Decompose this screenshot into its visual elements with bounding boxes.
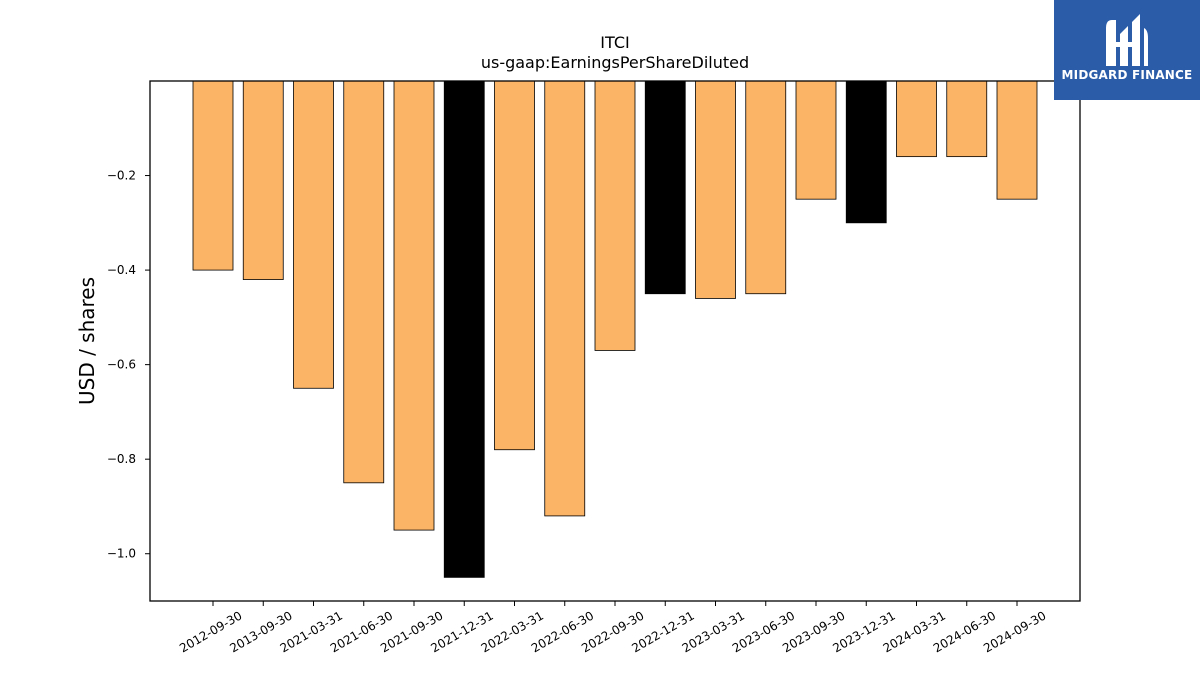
bar-2022-12-31 bbox=[644, 80, 686, 295]
bar-2024-09-30 bbox=[996, 80, 1038, 200]
bar-2023-09-30 bbox=[795, 80, 837, 200]
plot-frame bbox=[149, 80, 1081, 602]
bar-2024-06-30 bbox=[946, 80, 988, 158]
bar-2021-12-31 bbox=[443, 80, 485, 578]
brand-logo-text: MIDGARD FINANCE bbox=[1061, 68, 1193, 82]
chart-title: ITCI bbox=[600, 33, 629, 52]
bar-2022-03-31 bbox=[494, 80, 535, 451]
bar-2022-06-30 bbox=[544, 80, 586, 517]
bar-2023-03-31 bbox=[695, 80, 736, 299]
y-tick-label: −1.0 bbox=[107, 547, 136, 561]
bars-group bbox=[192, 80, 1038, 578]
bar-2024-03-31 bbox=[896, 80, 937, 158]
bar-2022-09-30 bbox=[594, 80, 636, 351]
bar-2012-09-30 bbox=[192, 80, 234, 271]
chart-subtitle: us-gaap:EarningsPerShareDiluted bbox=[481, 53, 749, 72]
brand-logo: MIDGARD FINANCE bbox=[1054, 0, 1200, 100]
bar-2021-09-30 bbox=[393, 80, 435, 531]
y-axis-ticks: −1.0 −0.8 −0.6 −0.4 −0.2 bbox=[107, 169, 150, 561]
y-tick-label: −0.6 bbox=[107, 358, 136, 372]
midgard-logo-icon bbox=[1106, 14, 1148, 66]
bar-2021-03-31 bbox=[293, 80, 334, 389]
x-axis-ticks: 2012-09-302013-09-302021-03-312021-06-30… bbox=[177, 601, 1049, 655]
y-tick-label: −0.2 bbox=[107, 169, 136, 183]
y-axis-label: USD / shares bbox=[75, 277, 99, 405]
bar-2013-09-30 bbox=[242, 80, 284, 280]
y-tick-label: −0.8 bbox=[107, 452, 136, 466]
bar-2023-06-30 bbox=[745, 80, 787, 295]
bar-2023-12-31 bbox=[845, 80, 887, 224]
y-tick-label: −0.4 bbox=[107, 263, 136, 277]
bar-2021-06-30 bbox=[343, 80, 385, 484]
